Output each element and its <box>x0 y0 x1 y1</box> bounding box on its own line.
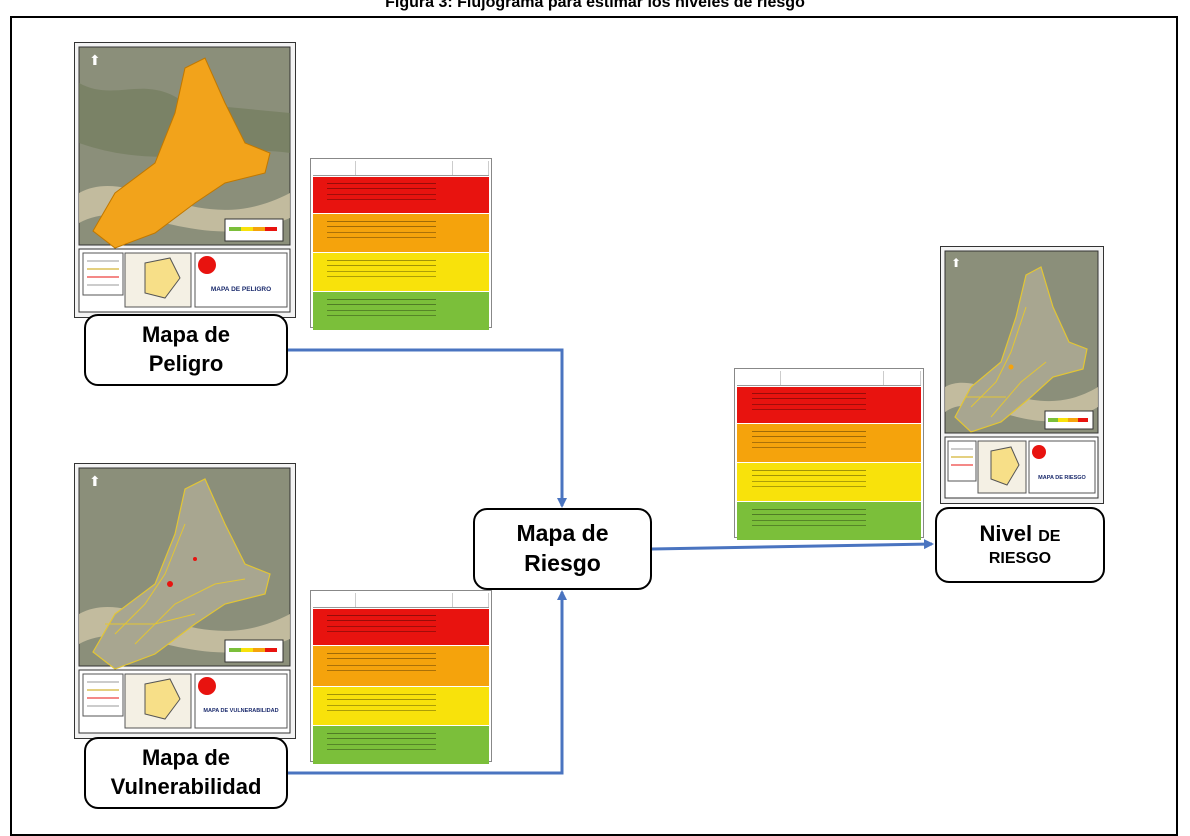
node-label-line1: Mapa de <box>516 520 609 547</box>
node-label-line2: Peligro <box>148 351 224 376</box>
node-label-line1: Nivel DE <box>980 520 1061 549</box>
node-mapa-de-vulnerabilidad: Mapa de Vulnerabilidad <box>84 737 288 809</box>
north-arrow-icon: ⬆ <box>89 53 101 69</box>
vulnerability-map-title: MAPA DE VULNERABILIDAD <box>203 708 278 714</box>
node-mapa-de-peligro: Mapa de Peligro <box>84 314 288 386</box>
arrow-peligro-to-riesgo <box>288 348 567 508</box>
level-row-high <box>313 213 489 252</box>
level-row-high <box>313 645 489 686</box>
node-label-line2: Vulnerabilidad <box>110 774 262 799</box>
north-arrow-icon: ⬆ <box>951 256 961 270</box>
hazard-map-title: MAPA DE PELIGRO <box>211 286 271 293</box>
level-row-very-high <box>737 386 921 423</box>
vulnerability-map-image: ⬆ MAPA DE VULNERABILIDAD <box>78 467 291 734</box>
level-row-low <box>737 501 921 540</box>
risk-map-image: ⬆ MAPA DE RIESGO <box>944 250 1099 499</box>
table-header <box>313 161 489 176</box>
level-row-medium <box>313 252 489 291</box>
node-label-line1: Mapa de <box>141 745 231 771</box>
hazard-map-image: ⬆ MAPA DE PELIGRO <box>78 46 291 313</box>
table-header <box>737 371 921 386</box>
risk-level-table <box>734 368 924 540</box>
vulnerability-map-thumbnail: ⬆ MAPA DE VULNERABILIDAD <box>74 463 296 739</box>
level-row-very-high <box>313 608 489 645</box>
arrow-riesgo-to-nivel <box>651 539 934 551</box>
node-label-de: DE <box>1038 528 1061 546</box>
arrow-vulnerabilidad-to-riesgo <box>288 590 567 775</box>
level-row-medium <box>737 462 921 501</box>
node-label-line1: Mapa de <box>141 322 231 348</box>
node-label-nivel: Nivel <box>979 521 1033 547</box>
level-row-medium <box>313 686 489 725</box>
risk-map-title: MAPA DE RIESGO <box>1038 475 1086 481</box>
table-header <box>313 593 489 608</box>
risk-map-thumbnail: ⬆ MAPA DE RIESGO <box>940 246 1104 504</box>
level-row-high <box>737 423 921 462</box>
node-label-riesgo: RIESGO <box>988 549 1052 567</box>
north-arrow-icon: ⬆ <box>89 474 101 490</box>
level-row-low <box>313 291 489 330</box>
hazard-level-table <box>310 158 492 330</box>
node-mapa-de-riesgo: Mapa de Riesgo <box>473 508 652 590</box>
node-label-line2: Riesgo <box>524 550 601 576</box>
level-row-low <box>313 725 489 764</box>
hazard-map-thumbnail: ⬆ MAPA DE PELIGRO <box>74 42 296 318</box>
vulnerability-level-table <box>310 590 492 764</box>
level-row-very-high <box>313 176 489 213</box>
figure-title: Figura 3: Flujograma para estimar los ni… <box>385 0 805 11</box>
node-nivel-de-riesgo: Nivel DE RIESGO <box>935 507 1105 583</box>
